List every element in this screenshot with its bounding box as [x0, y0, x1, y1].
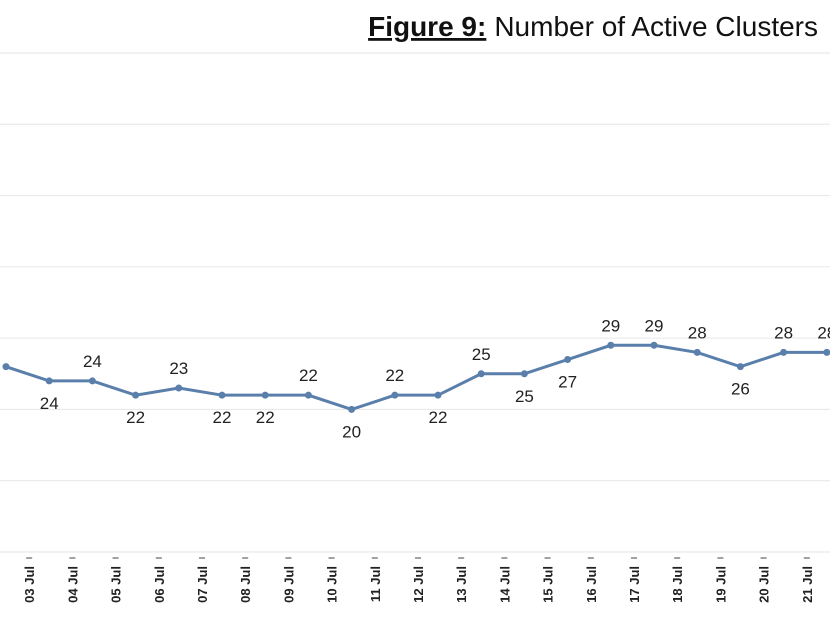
x-tick-label: 19 Jul — [713, 566, 728, 603]
point — [650, 341, 658, 349]
point — [304, 391, 312, 399]
point — [132, 391, 140, 399]
data-label: 25 — [472, 345, 491, 364]
point — [520, 370, 528, 378]
x-tick-label: 14 Jul — [497, 566, 512, 603]
x-tick-label: 12 Jul — [411, 566, 426, 603]
point — [736, 363, 744, 371]
data-label: 23 — [169, 359, 188, 378]
x-tick-label: 13 Jul — [454, 566, 469, 603]
point — [391, 391, 399, 399]
data-label: 24 — [40, 394, 59, 413]
data-label: 22 — [213, 408, 232, 427]
data-label: 20 — [342, 422, 361, 441]
x-tick-label: 17 Jul — [627, 566, 642, 603]
point — [693, 348, 701, 356]
point — [2, 363, 10, 371]
point — [477, 370, 485, 378]
x-tick-label: 06 Jul — [152, 566, 167, 603]
data-label: 28 — [774, 323, 793, 342]
x-tick-label: 16 Jul — [584, 566, 599, 603]
x-tick-label: 03 Jul — [22, 566, 37, 603]
point — [261, 391, 269, 399]
point — [607, 341, 615, 349]
x-tick-label: 11 Jul — [368, 566, 383, 602]
title-label: Figure 9: — [368, 11, 486, 42]
data-label: 29 — [601, 316, 620, 335]
x-tick-label: 04 Jul — [65, 566, 80, 603]
data-label: 29 — [645, 316, 664, 335]
data-label: 26 — [731, 380, 750, 399]
point — [564, 356, 572, 364]
x-tick-label: 15 Jul — [541, 566, 556, 603]
point — [218, 391, 226, 399]
point — [780, 348, 788, 356]
point — [348, 405, 356, 413]
point — [88, 377, 96, 385]
point — [175, 384, 183, 392]
data-label: 22 — [429, 408, 448, 427]
title-text: Number of Active Clusters — [494, 11, 818, 42]
x-tick-label: 05 Jul — [109, 566, 124, 603]
data-label: 28 — [688, 323, 707, 342]
x-tick-label: 08 Jul — [238, 566, 253, 603]
x-tick-label: 21 Jul — [800, 566, 815, 603]
x-tick-label: 09 Jul — [281, 566, 296, 603]
data-label: 22 — [126, 408, 145, 427]
point — [823, 348, 830, 356]
data-label: 22 — [385, 366, 404, 385]
data-label: 25 — [515, 387, 534, 406]
x-tick-label: 18 Jul — [670, 566, 685, 603]
x-tick-label: 20 Jul — [757, 566, 772, 603]
data-label: 22 — [256, 408, 275, 427]
series-line — [5, 343, 827, 412]
x-tick-label: 10 Jul — [325, 566, 340, 603]
data-label: 27 — [558, 373, 577, 392]
point — [434, 391, 442, 399]
chart-title: Figure 9: Number of Active Clusters — [368, 11, 818, 42]
data-label: 22 — [299, 366, 318, 385]
data-label: 24 — [83, 352, 102, 371]
x-tick-label: 07 Jul — [195, 566, 210, 603]
data-label: 28 — [817, 323, 830, 342]
point — [45, 377, 53, 385]
